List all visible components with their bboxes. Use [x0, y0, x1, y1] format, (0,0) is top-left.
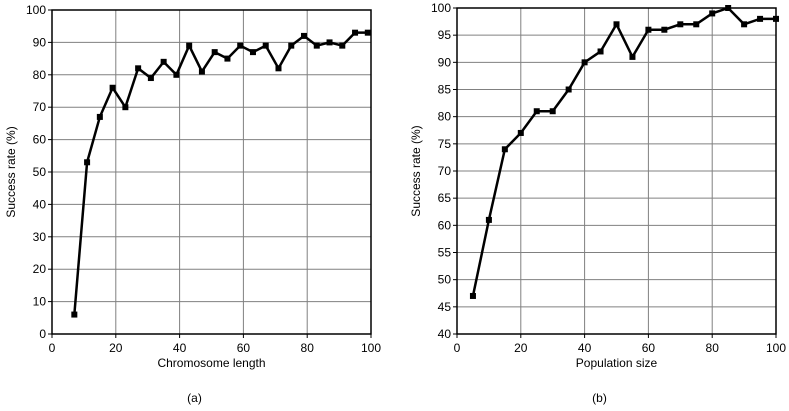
chart-b-data-point: [549, 108, 556, 115]
chart-a-data-point: [326, 39, 333, 46]
chart-b-y-tick-label: 40: [438, 327, 452, 341]
chart-a-y-tick-label: 0: [39, 327, 46, 341]
chart-a-data-point: [160, 58, 167, 65]
chart-b-data-point: [773, 15, 779, 22]
chart-a-data-point: [275, 65, 282, 72]
chart-a-data-point: [122, 104, 129, 111]
chart-a-y-axis-label: Success rate (%): [4, 126, 18, 217]
chart-a-y-tick-label: 40: [33, 197, 47, 211]
chart-b-data-point: [597, 48, 604, 55]
chart-a-y-tick-label: 80: [33, 68, 47, 82]
chart-a-data-point: [352, 29, 359, 36]
chart-a-x-tick-label: 100: [361, 341, 381, 355]
chart-b-x-tick-label: 100: [766, 341, 786, 355]
chart-b-data-point: [725, 5, 732, 11]
chart-b-data-point: [757, 15, 764, 22]
chart-a-y-tick-label: 10: [33, 295, 47, 309]
chart-a-data-point: [339, 42, 346, 49]
chart-a-y-tick-label: 90: [33, 35, 47, 49]
chart-b-data-point: [613, 21, 620, 28]
chart-a-data-point: [262, 42, 269, 49]
chart-a-data-point: [288, 42, 295, 49]
chart-b-x-tick-label: 20: [514, 341, 528, 355]
chart-b-y-tick-label: 60: [438, 218, 452, 232]
chart-a-data-point: [186, 42, 193, 49]
chart-a-x-tick-label: 80: [301, 341, 315, 355]
chart-a-data-point: [364, 29, 371, 36]
chart-a-x-axis-label: Chromosome length: [157, 356, 265, 370]
chart-b-y-tick-label: 95: [438, 28, 452, 42]
chart-a-caption: (a): [187, 391, 202, 405]
chart-a: 0 20 40 60 80 100 0 10 20 30 40 50 60 70 80 90 100 Chromo…: [4, 3, 381, 405]
chart-b-y-tick-label: 85: [438, 83, 452, 97]
chart-a-y-tick-label: 50: [33, 165, 47, 179]
chart-b-caption: (b): [592, 391, 607, 405]
chart-b-y-tick-label: 100: [431, 1, 451, 15]
chart-a-data-point: [198, 68, 205, 75]
chart-b-data-point: [533, 108, 540, 115]
chart-a-data-point: [96, 113, 103, 120]
chart-b-data-point: [645, 26, 652, 33]
chart-b-data-point: [469, 292, 476, 299]
chart-b-data-point: [741, 21, 748, 28]
chart-b-data-point: [677, 21, 684, 28]
chart-a-x-tick-label: 60: [237, 341, 251, 355]
chart-a-y-tick-label: 30: [33, 230, 47, 244]
chart-b-y-tick-label: 55: [438, 246, 452, 260]
chart-b-data-point: [565, 86, 572, 93]
chart-b-y-tick-label: 45: [438, 300, 452, 314]
chart-b-y-tick-label: 75: [438, 137, 452, 151]
chart-b-data-point: [517, 129, 524, 136]
chart-b-x-tick-label: 60: [642, 341, 656, 355]
chart-b-data-point: [693, 21, 700, 28]
chart-b-data-point: [501, 146, 508, 153]
chart-a-data-point: [313, 42, 320, 49]
chart-a-x-tick-label: 20: [109, 341, 123, 355]
chart-a-x-tick-label: 40: [173, 341, 187, 355]
chart-a-y-tick-label: 60: [33, 133, 47, 147]
chart-a-data-point: [135, 65, 142, 72]
chart-a-data-point: [147, 75, 154, 82]
chart-b-y-tick-label: 90: [438, 55, 452, 69]
chart-a-data-point: [71, 311, 78, 318]
chart-b-y-tick-label: 80: [438, 110, 452, 124]
chart-b-x-axis-label: Population size: [576, 356, 658, 370]
chart-b-data-point: [581, 59, 588, 66]
chart-b-y-axis-label: Success rate (%): [409, 125, 423, 216]
chart-b-x-tick-label: 40: [578, 341, 592, 355]
chart-b-y-tick-label: 65: [438, 191, 452, 205]
chart-b-y-tick-label: 50: [438, 273, 452, 287]
chart-a-y-tick-label: 100: [26, 3, 46, 17]
chart-a-y-tick-label: 70: [33, 100, 47, 114]
chart-a-data-point: [237, 42, 244, 49]
chart-a-data-point: [224, 55, 231, 62]
chart-b: 0 20 40 60 80 100 40 45 50 55 60 65 70 75 80 85 90 95 100 P…: [409, 1, 786, 405]
chart-a-y-tick-label: 20: [33, 262, 47, 276]
chart-b-data-point: [709, 10, 716, 17]
chart-b-x-tick-label: 0: [454, 341, 461, 355]
chart-a-data-point: [84, 159, 91, 166]
chart-a-data-point: [301, 32, 308, 39]
chart-b-data-point: [485, 216, 492, 223]
chart-a-data-point: [109, 84, 116, 91]
chart-a-data-point: [211, 49, 218, 56]
chart-b-y-tick-label: 70: [438, 164, 452, 178]
chart-a-x-tick-label: 0: [49, 341, 56, 355]
chart-a-data-point: [173, 71, 180, 78]
chart-b-data-point: [629, 53, 636, 60]
chart-a-data-point: [249, 49, 256, 56]
chart-b-data-point: [661, 26, 668, 33]
chart-b-x-tick-label: 80: [706, 341, 720, 355]
